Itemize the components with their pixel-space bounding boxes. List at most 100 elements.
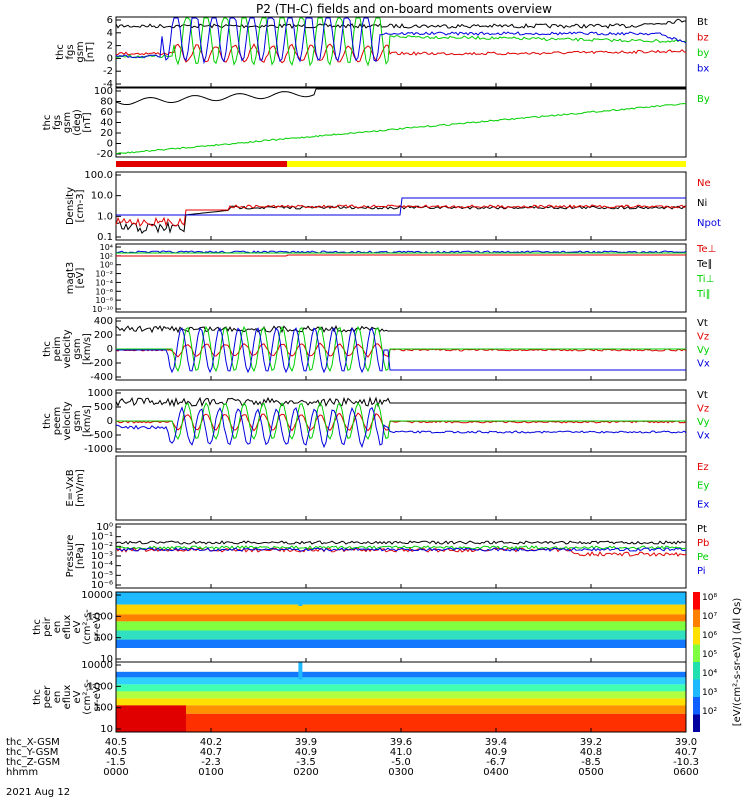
ytick-label: 20 — [100, 128, 113, 139]
ylabel-line: gsm — [72, 338, 83, 359]
ytick-label: -400 — [90, 372, 113, 383]
xaxis-value: 39.2 — [580, 737, 602, 748]
legend-Ni: Ni — [697, 198, 707, 209]
ytick-label: 100 — [94, 703, 113, 714]
legend-Ti∥: Ti∥ — [696, 289, 711, 300]
colorbar-segment — [693, 679, 700, 697]
ylabel-line: peem — [52, 407, 63, 435]
ytick-label: 10⁻⁴ — [91, 561, 113, 572]
ylabel-line: gsm — [72, 410, 83, 431]
peer-band — [116, 671, 686, 678]
ytick-label: 10⁰ — [96, 522, 113, 533]
ytick-label: 6 — [107, 15, 113, 26]
ytick-label: 400 — [94, 316, 113, 327]
ylabel-line: eflux — [62, 685, 73, 710]
legend-Ti⊥: Ti⊥ — [696, 274, 714, 285]
xaxis-value: 40.9 — [485, 747, 507, 758]
xaxis-row-label: thc_Z-GSM — [6, 757, 60, 768]
ylabel-line: velocity — [62, 329, 73, 368]
ylabel-line: Pressure — [65, 535, 76, 578]
quality-bar-red — [116, 161, 287, 167]
ylabel-line: thc — [42, 413, 53, 429]
ytick-label: 200 — [94, 330, 113, 341]
ytick-label: -2 — [103, 66, 113, 77]
trace-Te — [116, 254, 686, 257]
xaxis-value: -1.5 — [106, 757, 126, 768]
legend-Vy: Vy — [697, 417, 710, 428]
xaxis-row-label: thc_Y-GSM — [6, 747, 58, 758]
trace-bz — [115, 43, 687, 64]
ylabel-line: eV — [72, 620, 83, 633]
panel-peer: 10000 1000 100 10 thc peer en eflux eV (cm²-s-sr-… — [32, 660, 687, 735]
legend-By: By — [697, 94, 710, 105]
ylabel-line: [nT] — [82, 112, 93, 132]
xaxis-value: 40.5 — [105, 747, 127, 758]
ytick-label: 0 — [107, 53, 113, 64]
legend-Ne: Ne — [697, 178, 711, 189]
ytick-label: 10⁻² — [95, 270, 113, 279]
ytick-label: 10 — [100, 724, 113, 735]
ytick-label: 10⁻³ — [91, 551, 113, 562]
ytick-label: 100 — [94, 633, 113, 644]
ylabel-line: [nT] — [85, 42, 96, 62]
ylabel-line: eV — [72, 690, 83, 703]
ylabel-line: fgs — [65, 44, 76, 59]
ylabel-line: thc — [42, 341, 53, 357]
ytick-label: 10⁻⁶ — [91, 580, 113, 591]
peir-band — [116, 614, 686, 622]
ytick-label: 10 — [100, 654, 113, 665]
trace-Vy2 — [116, 402, 686, 440]
date-label: 2021 Aug 12 — [6, 787, 70, 798]
legend-Vx: Vx — [697, 431, 710, 442]
ytick-label: -1000 — [84, 444, 113, 455]
trace-Vx2 — [115, 406, 687, 449]
colorbar-segment — [693, 662, 700, 680]
legend-Pb: Pb — [697, 538, 709, 549]
xaxis-value: 0300 — [388, 767, 413, 778]
legend-Vz: Vz — [697, 332, 709, 343]
legend-Pt: Pt — [697, 524, 707, 535]
quality-bar — [116, 161, 686, 167]
xaxis-value: 39.0 — [675, 737, 697, 748]
ylabel-line: fgs — [52, 115, 63, 130]
legend-Vx: Vx — [697, 359, 710, 370]
ytick-label: 80 — [100, 97, 113, 108]
xaxis-value: -8.5 — [581, 757, 601, 768]
ytick-label: 10000 — [81, 660, 113, 671]
peir-band — [116, 639, 686, 648]
ylabel-line: en — [52, 621, 63, 634]
ylabel-line: thc — [42, 115, 53, 131]
trace-Pe — [115, 545, 687, 550]
ytick-label: 10⁻¹⁰ — [92, 305, 113, 314]
peir-band — [116, 630, 686, 640]
xaxis-value: 0200 — [293, 767, 318, 778]
xaxis-value: 0600 — [673, 767, 698, 778]
trace-By — [115, 102, 687, 155]
ytick-label: 10⁻⁵ — [91, 570, 113, 581]
colorbar-tick: 10⁶ — [702, 631, 717, 641]
peer-spike — [298, 662, 303, 680]
ytick-label: 0.1 — [97, 232, 113, 243]
x-axis-labels: thc_X-GSM 40.5 40.2 39.9 39.6 39.4 39.2 39.0 thc… — [6, 737, 699, 798]
xaxis-value: 0500 — [578, 767, 603, 778]
legend-Pe: Pe — [697, 552, 709, 563]
ylabel-line: peir — [42, 616, 53, 636]
ylabel-line: thc — [55, 44, 66, 60]
legend-Ex: Ex — [697, 499, 709, 510]
ytick-label: 10⁻¹ — [91, 532, 113, 543]
colorbar-segment — [693, 592, 700, 610]
ytick-label: 0 — [107, 344, 113, 355]
ylabel-line: (cm²-s- — [82, 609, 93, 645]
xaxis-value: 41.0 — [390, 747, 412, 758]
xaxis-value: 40.7 — [200, 747, 222, 758]
trace-Npot — [116, 197, 686, 216]
ytick-label: 40 — [100, 118, 113, 129]
ytick-label: 10000 — [81, 590, 113, 601]
panel-frame — [115, 243, 687, 313]
xaxis-value: -3.5 — [296, 757, 316, 768]
colorbar-label: [eV/(cm²-s-sr-eV)] (All Qs) — [732, 598, 743, 727]
ylabel-line: [eV] — [75, 268, 86, 289]
xaxis-row-label: thc_X-GSM — [6, 737, 60, 748]
panel-peem_velocity: 1000 500 0 -500 -1000 thc peem velocity gsm [km/s… — [42, 388, 710, 455]
